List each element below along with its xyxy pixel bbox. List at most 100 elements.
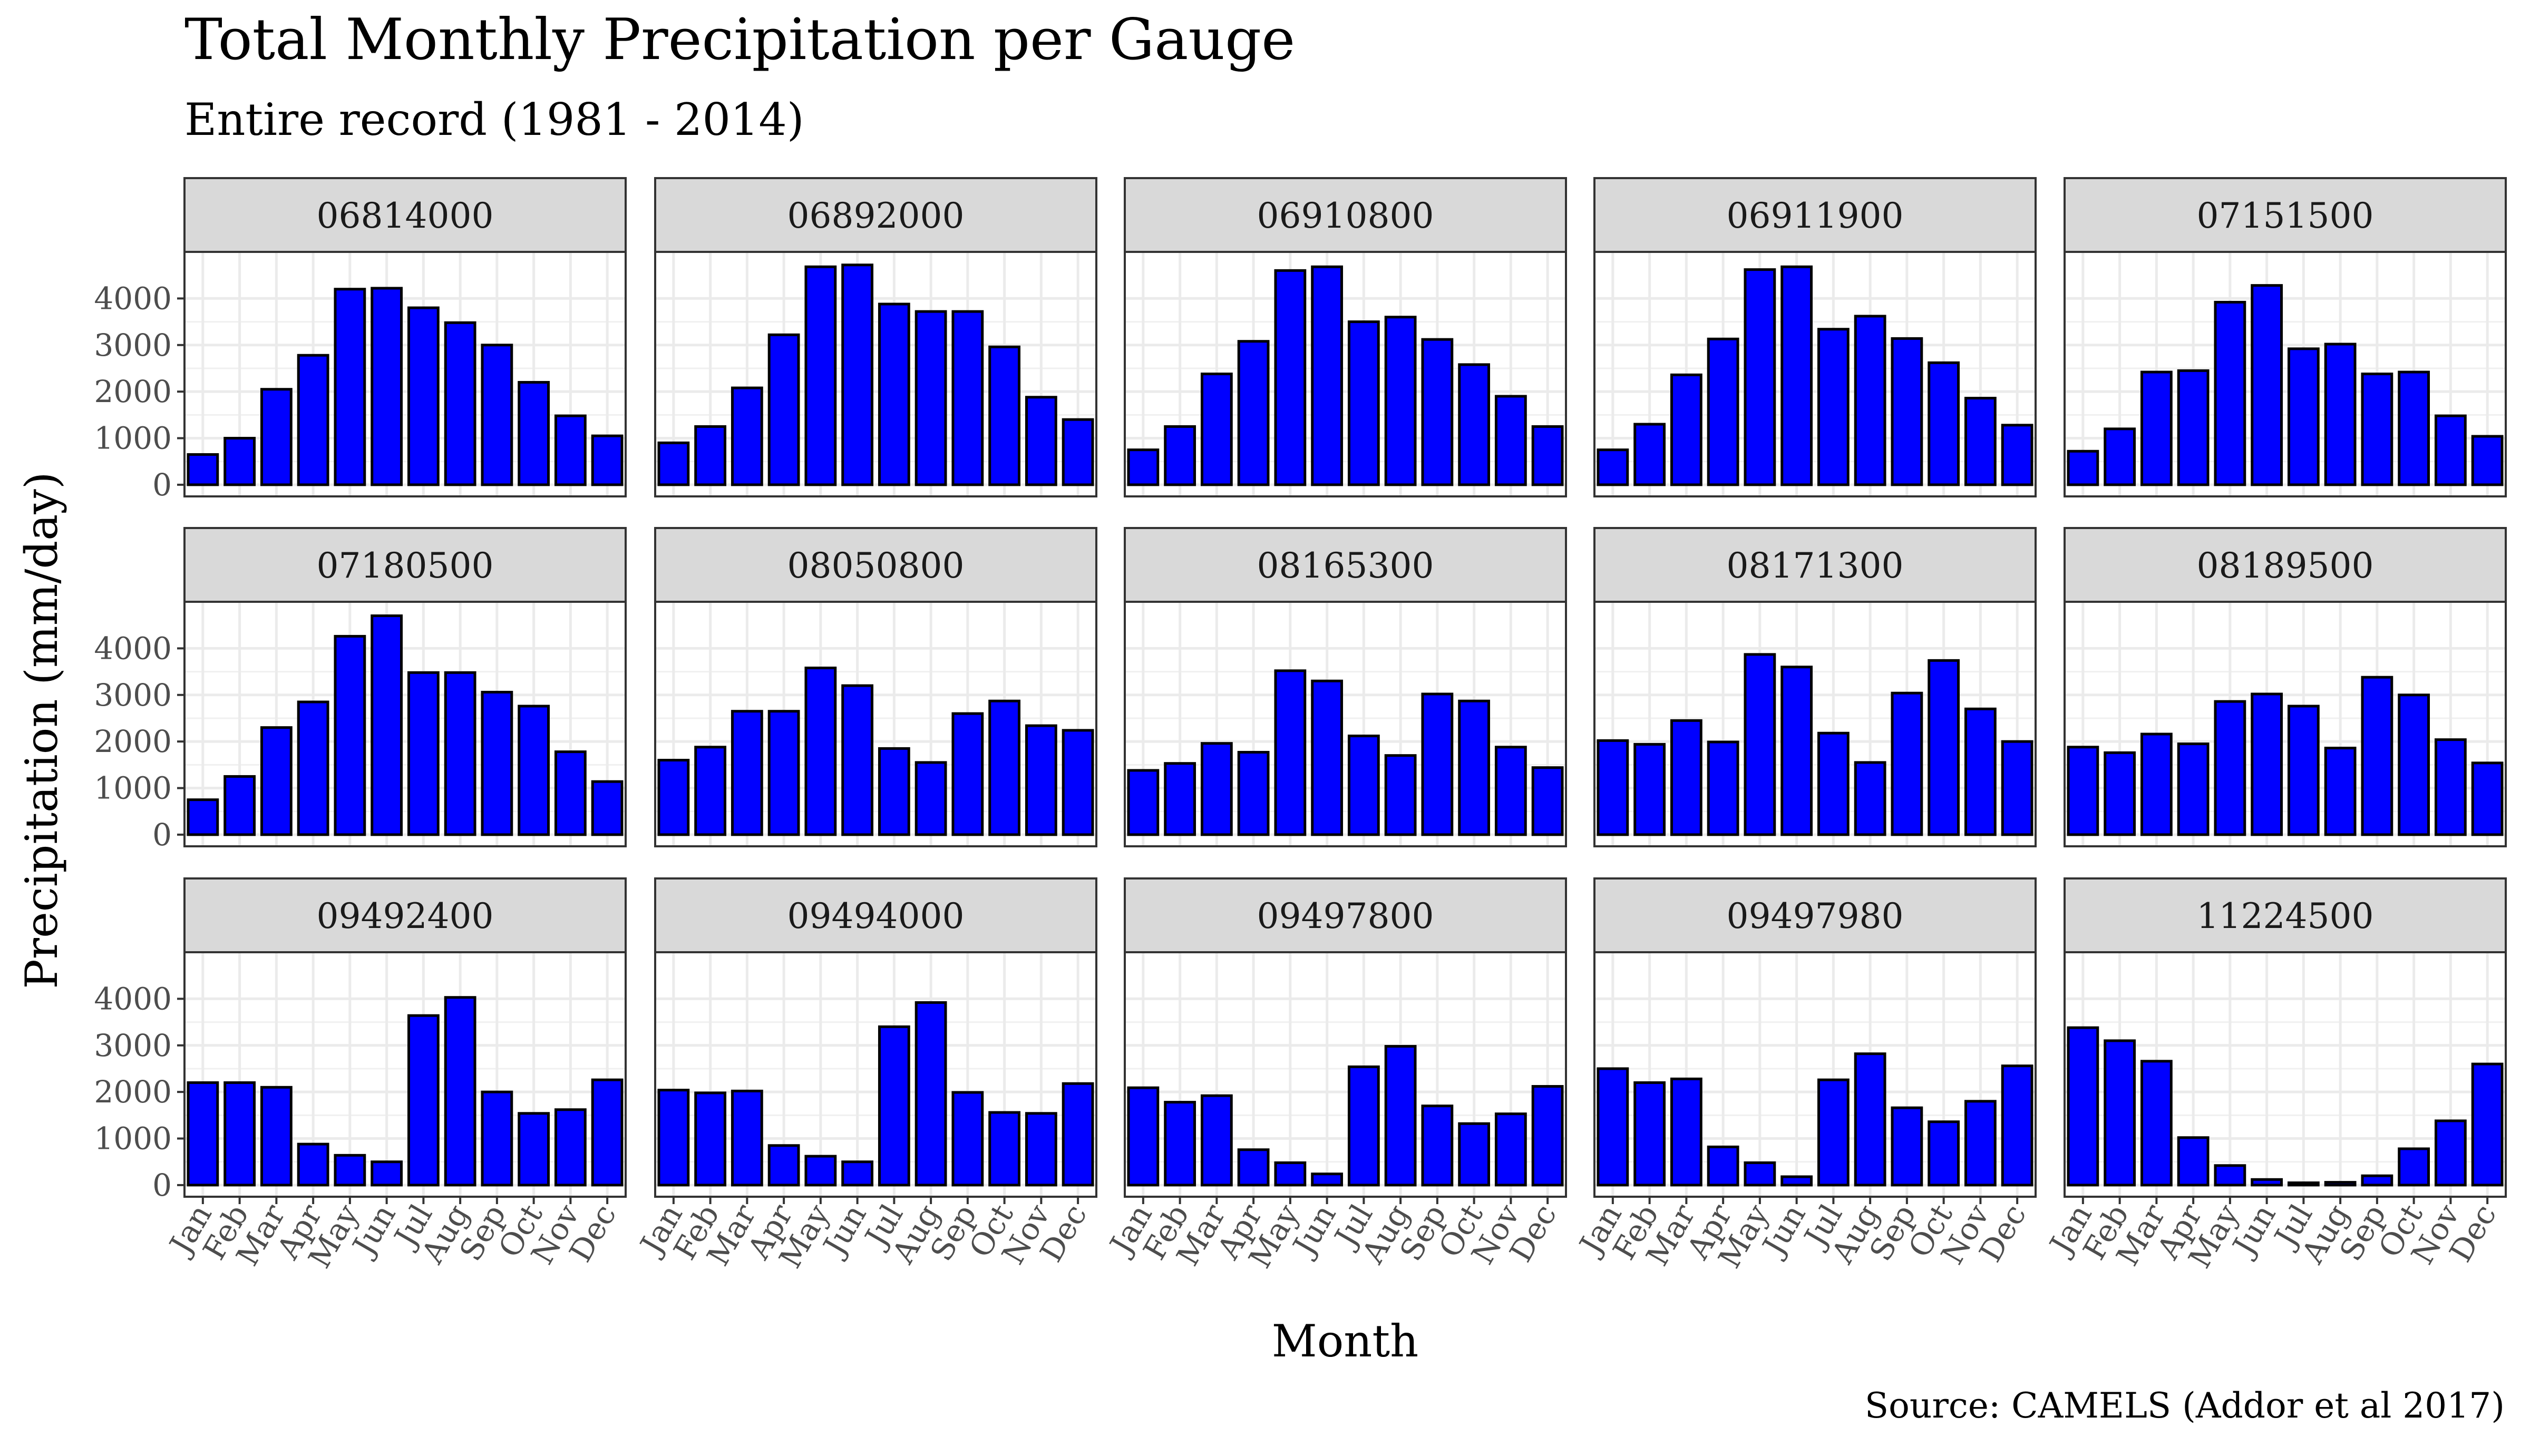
facet-strip: [1593, 177, 2037, 253]
bar-08189500-sep: [2361, 676, 2393, 836]
bar-07180500-jun: [371, 614, 403, 836]
facet-panel-06892000: 06892000: [654, 177, 1097, 497]
bar-07180500-aug: [444, 671, 476, 836]
bar-06911900-nov: [1964, 397, 1997, 486]
y-tick-label: 1000: [94, 421, 172, 456]
bar-08050800-jul: [878, 747, 910, 836]
plot-background: [1125, 252, 1566, 496]
bar-06911900-oct: [1928, 361, 1960, 486]
bar-06892000-jan: [657, 441, 690, 486]
bar-07151500-feb: [2104, 427, 2136, 486]
bar-09492400-may: [334, 1154, 366, 1187]
y-tick-label: 4000: [94, 280, 172, 316]
facet-panel-08050800: 08050800: [654, 527, 1097, 847]
bar-07180500-jul: [407, 671, 440, 836]
bar-08165300-mar: [1200, 742, 1233, 836]
bar-07180500-oct: [518, 705, 550, 836]
bar-06910800-mar: [1200, 373, 1233, 486]
bar-11224500-dec: [2471, 1062, 2504, 1187]
bar-09497980-jul: [1817, 1078, 1850, 1187]
y-tick-label: 1000: [94, 770, 172, 806]
bar-08165300-apr: [1237, 750, 1270, 836]
bar-08165300-nov: [1494, 746, 1527, 836]
plot-background: [655, 602, 1096, 846]
bar-07180500-mar: [260, 726, 293, 836]
plot-background: [184, 952, 626, 1197]
bar-08171300-nov: [1964, 707, 1997, 836]
bar-09494000-jun: [841, 1160, 874, 1187]
bar-07180500-may: [334, 634, 366, 836]
panel-border: [2064, 601, 2507, 847]
bar-08050800-may: [804, 667, 837, 836]
y-tick-label: 2000: [94, 374, 172, 409]
bar-09497800-aug: [1384, 1045, 1417, 1187]
bar-09497980-apr: [1707, 1145, 1739, 1187]
bar-07151500-oct: [2398, 370, 2430, 486]
bar-11224500-apr: [2177, 1136, 2210, 1187]
bar-09497800-nov: [1494, 1112, 1527, 1187]
bar-06892000-nov: [1025, 396, 1057, 486]
bar-09497980-sep: [1891, 1106, 1923, 1187]
panel-border: [183, 601, 627, 847]
bar-09497980-jan: [1597, 1067, 1629, 1187]
bar-08189500-feb: [2104, 751, 2136, 836]
plot-background: [1594, 252, 2036, 496]
y-tick-label: 3000: [94, 677, 172, 713]
y-axis-title: Precipitation (mm/day): [16, 472, 67, 989]
panel-border: [654, 951, 1097, 1198]
bar-11224500-nov: [2434, 1119, 2467, 1187]
bar-09492400-nov: [554, 1108, 587, 1187]
facet-strip: [2064, 877, 2507, 953]
facet-panel-06911900: 06911900: [1593, 177, 2037, 497]
bar-06892000-aug: [914, 310, 947, 486]
plot-background: [184, 252, 626, 496]
bar-07180500-jan: [187, 798, 219, 836]
bar-07151500-sep: [2361, 373, 2393, 486]
facet-panel-07151500: 07151500: [2064, 177, 2507, 497]
bar-07180500-dec: [591, 780, 624, 836]
facet-panel-09494000: 09494000JanFebMarAprMayJunJulAugSepOctNo…: [632, 877, 1097, 1274]
bar-07151500-jun: [2251, 284, 2283, 486]
panel-border: [2064, 251, 2507, 497]
bar-06911900-aug: [1854, 315, 1886, 486]
bar-09492400-jan: [187, 1081, 219, 1187]
panel-border: [1593, 951, 2037, 1198]
bar-11224500-mar: [2140, 1060, 2173, 1187]
bar-06814000-apr: [297, 354, 329, 486]
bar-06814000-dec: [591, 434, 624, 486]
bar-09492400-jul: [407, 1014, 440, 1187]
facet-strip-label: 11224500: [2197, 896, 2374, 936]
plot-background: [1125, 602, 1566, 846]
facet-panel-08165300: 08165300: [1124, 527, 1567, 847]
facet-strip: [2064, 527, 2507, 603]
bar-08189500-apr: [2177, 742, 2210, 836]
facet-panels: 06814000 0 1000 2000 3000 4000 06892000 0691080…: [94, 177, 2507, 1274]
bar-08050800-nov: [1025, 724, 1057, 836]
x-axis-title: Month: [1272, 1315, 1419, 1367]
bar-08189500-jan: [2067, 746, 2099, 836]
y-tick-label: 0: [152, 1167, 172, 1203]
bar-09497980-may: [1744, 1161, 1776, 1187]
facet-panel-09497980: 09497980JanFebMarAprMayJunJulAugSepOctNo…: [1571, 877, 2037, 1274]
facet-panel-09497800: 09497800JanFebMarAprMayJunJulAugSepOctNo…: [1102, 877, 1567, 1274]
bar-11224500-jul: [2287, 1181, 2320, 1187]
y-tick-label: 4000: [94, 630, 172, 666]
bar-08165300-oct: [1458, 699, 1491, 836]
bar-09494000-nov: [1025, 1112, 1057, 1187]
facet-strip-label: 09494000: [787, 896, 965, 936]
y-tick-label: 0: [152, 817, 172, 853]
bar-06910800-jun: [1311, 265, 1344, 486]
bar-08189500-jul: [2287, 705, 2320, 836]
bar-09492400-sep: [481, 1090, 513, 1187]
bar-06911900-feb: [1633, 423, 1666, 486]
bar-06814000-nov: [554, 414, 587, 486]
bar-09494000-sep: [951, 1091, 984, 1187]
bar-08050800-jan: [657, 758, 690, 836]
bar-08050800-apr: [767, 710, 800, 836]
facet-strip: [654, 527, 1097, 603]
panel-border: [1593, 601, 2037, 847]
bar-06814000-jun: [371, 287, 403, 486]
bar-06814000-feb: [223, 437, 256, 486]
bar-06910800-nov: [1494, 395, 1527, 486]
facet-strip-label: 07180500: [317, 545, 494, 586]
